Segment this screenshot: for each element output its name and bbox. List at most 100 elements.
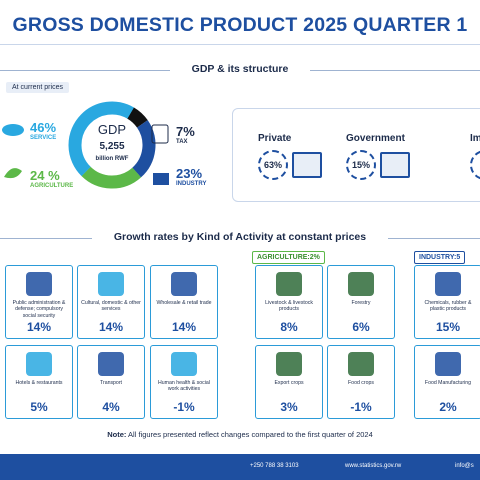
card-value: 6% — [352, 320, 370, 334]
exp-name: Government — [346, 133, 405, 144]
donut-segment — [68, 101, 156, 189]
card-icon — [348, 352, 374, 376]
card-value: 2% — [439, 400, 457, 414]
exp-icon — [292, 152, 322, 178]
card: Wholesale & retail trade 14% — [150, 265, 218, 339]
share-value: 24 % — [30, 168, 60, 183]
card-value: 14% — [98, 320, 124, 334]
card-value: -1% — [350, 400, 372, 414]
phone: +250 788 38 3103 — [250, 463, 299, 469]
card-label: Hotels & restaurants — [15, 380, 63, 386]
donut-segment — [68, 101, 156, 189]
card: Food Manufacturing 2% — [414, 345, 480, 419]
card: Livestock & livestock products 8% — [255, 265, 323, 339]
note: Note: All figures presented reflect chan… — [0, 430, 480, 439]
website: www.statistics.gov.rw — [345, 463, 402, 469]
donut — [68, 101, 156, 189]
footer: +250 788 38 3103 www.statistics.gov.rw i… — [0, 454, 480, 480]
rule — [310, 70, 480, 71]
note-label: Note: — [107, 430, 127, 439]
card: Human health & social work activities -1% — [150, 345, 218, 419]
card-value: 14% — [26, 320, 52, 334]
share-value: 7% — [176, 124, 195, 139]
exp-icon — [380, 152, 410, 178]
agriculture-icon — [4, 168, 22, 179]
card-label: Public administration & defense; compuls… — [12, 300, 66, 319]
share-value: 23% — [176, 166, 203, 181]
exp-circle: 63% — [258, 150, 288, 180]
card: Forestry 6% — [327, 265, 395, 339]
card: Hotels & restaurants 5% — [5, 345, 73, 419]
card-icon — [26, 352, 52, 376]
share: 46% SERVICE — [30, 120, 56, 141]
exp-circle: 15% — [346, 150, 376, 180]
exp-value: 63% — [263, 160, 282, 170]
basis-label: At current prices — [6, 82, 69, 93]
card-label: Human health & social work activities — [158, 380, 210, 393]
card-label: Transport — [99, 380, 122, 386]
card: Export crops 3% — [255, 345, 323, 419]
note-text: All figures presented reflect changes co… — [128, 430, 373, 439]
exp-name: Im — [470, 133, 480, 144]
card-label: Food crops — [348, 380, 374, 386]
card-value: 5% — [30, 400, 48, 414]
card-value: 3% — [280, 400, 298, 414]
card-icon — [276, 272, 302, 296]
group-title: AGRICULTURE:2% — [252, 251, 325, 264]
gdp-label: GDP — [98, 122, 126, 137]
exp-name: Private — [258, 133, 292, 144]
card-icon — [171, 272, 197, 296]
card-value: 4% — [102, 400, 120, 414]
group-title: INDUSTRY:5 — [414, 251, 466, 264]
card-label: Forestry — [351, 300, 371, 306]
card-label: Wholesale & retail trade — [156, 300, 212, 306]
card-icon — [98, 352, 124, 376]
card-icon — [348, 272, 374, 296]
share-value: 46% — [30, 120, 57, 135]
card-icon — [26, 272, 52, 296]
card: Cultural, domestic & other services 14% — [77, 265, 145, 339]
share-name: SERVICE — [30, 135, 57, 141]
card-label: Chemicals, rubber & plastic products — [424, 300, 472, 313]
section-title: Growth rates by Kind of Activity at cons… — [113, 231, 367, 243]
share-name: TAX — [176, 139, 188, 145]
industry-icon — [153, 173, 169, 185]
card-icon — [435, 272, 461, 296]
card-label: Livestock & livestock products — [265, 300, 313, 313]
card-value: 15% — [435, 320, 461, 334]
expenditure-panel — [232, 108, 480, 202]
share-name: AGRICULTURE — [30, 183, 74, 189]
card: Public administration & defense; compuls… — [5, 265, 73, 339]
rule — [0, 70, 170, 71]
tax-icon — [151, 124, 169, 144]
card-icon — [276, 352, 302, 376]
rule — [388, 238, 480, 239]
share: 24 % AGRICULTURE — [30, 168, 73, 189]
title: GROSS DOMESTIC PRODUCT 2025 QUARTER 1 — [12, 14, 468, 36]
section-title: GDP & its structure — [191, 63, 289, 75]
service-icon — [2, 124, 24, 136]
share-name: INDUSTRY — [176, 181, 207, 187]
card-label: Food Manufacturing — [424, 380, 472, 386]
divider — [0, 44, 480, 45]
rule — [0, 238, 92, 239]
gdp-value: 5,255 — [99, 141, 124, 152]
card-icon — [171, 352, 197, 376]
card: Food crops -1% — [327, 345, 395, 419]
exp-value: 15% — [351, 160, 370, 170]
gdp-unit: billion RWF — [96, 156, 129, 162]
card-icon — [98, 272, 124, 296]
card-value: -1% — [173, 400, 195, 414]
email: info@s — [455, 463, 474, 469]
card: Chemicals, rubber & plastic products 15% — [414, 265, 480, 339]
card: Transport 4% — [77, 345, 145, 419]
card-value: 8% — [280, 320, 298, 334]
card-label: Cultural, domestic & other services — [81, 300, 141, 313]
card-icon — [435, 352, 461, 376]
card-label: Export crops — [274, 380, 304, 386]
structure-graphic: GDP 5,255 billion RWF — [2, 101, 169, 189]
donut-segment — [68, 101, 156, 189]
share: 7% TAX — [176, 124, 195, 145]
card-value: 14% — [171, 320, 197, 334]
